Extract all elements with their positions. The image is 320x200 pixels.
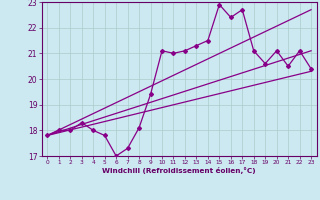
X-axis label: Windchill (Refroidissement éolien,°C): Windchill (Refroidissement éolien,°C) <box>102 167 256 174</box>
